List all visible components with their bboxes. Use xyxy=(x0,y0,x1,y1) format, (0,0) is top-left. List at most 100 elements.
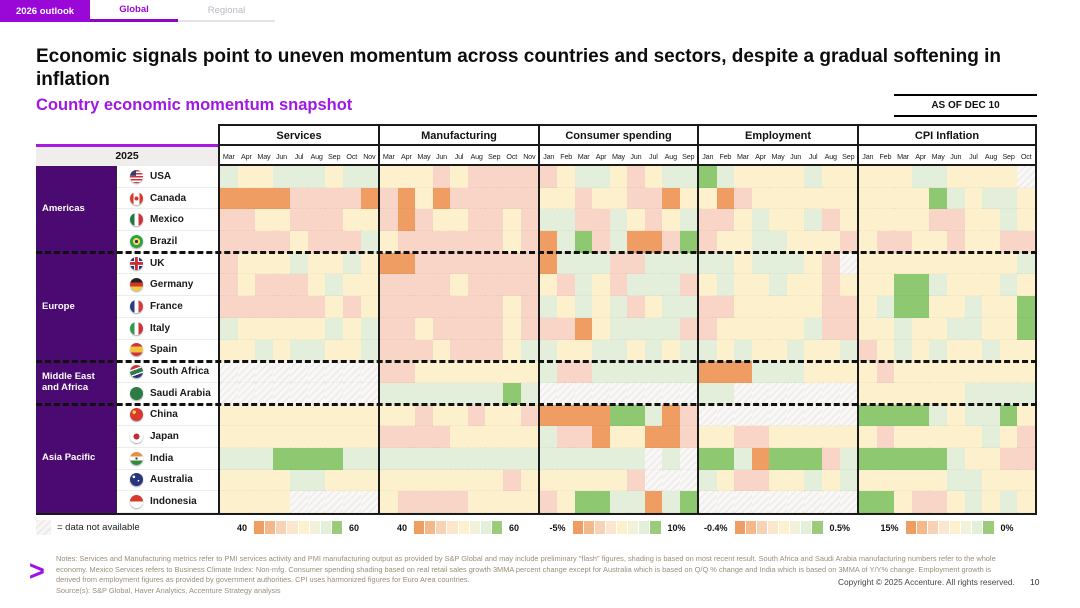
heatmap-cell xyxy=(325,339,343,362)
source-text: Source(s): S&P Global, Haver Analytics, … xyxy=(56,586,281,596)
heatmap-cell xyxy=(679,231,697,253)
heatmap-cell xyxy=(325,166,343,188)
heatmap-cell xyxy=(220,491,238,513)
heatmap-cell xyxy=(342,296,361,318)
as-of-date-badge: AS OF DEC 10 xyxy=(894,94,1037,117)
heatmap-cell xyxy=(911,404,930,427)
heatmap-cell xyxy=(699,361,717,383)
heatmap-cell xyxy=(432,382,451,405)
heatmap-cell xyxy=(290,274,308,297)
tab-global[interactable]: Global xyxy=(90,0,178,22)
cell-no-data xyxy=(679,447,697,470)
months-row-employment: Jan Feb Mar Apr May Jun Jul Aug Sep xyxy=(699,146,857,166)
heatmap-row xyxy=(380,404,539,427)
heatmap-cell xyxy=(557,404,575,427)
heatmap-cell xyxy=(699,447,717,470)
heatmap-row xyxy=(380,187,539,210)
country-name: UK xyxy=(150,257,165,269)
heatmap-cell xyxy=(485,447,503,470)
heatmap-cell xyxy=(699,166,717,188)
heatmap-cell xyxy=(467,252,486,275)
heatmap-cell xyxy=(502,166,521,188)
heatmap-cell xyxy=(450,447,468,470)
heatmap-cell xyxy=(450,274,468,297)
heatmap-cell xyxy=(557,361,575,383)
heatmap-cell xyxy=(574,274,593,297)
heatmap-row xyxy=(380,382,539,405)
heatmap-row xyxy=(380,252,539,275)
scale-segment xyxy=(254,521,265,534)
heatmap-cell xyxy=(397,404,416,427)
column-group-employment: Employment Jan Feb Mar Apr May Jun Jul Aug Sep xyxy=(697,124,857,164)
copyright-text: Copyright © 2025 Accenture. All rights r… xyxy=(838,577,1015,587)
heatmap-cell xyxy=(999,252,1018,275)
scale-segment xyxy=(298,521,309,534)
country-row-south-africa: South Africa xyxy=(117,361,218,383)
heatmap-cell xyxy=(415,317,433,340)
heatmap-cell xyxy=(467,274,486,297)
heatmap-cell xyxy=(609,361,628,383)
cell-no-data xyxy=(325,382,343,405)
heatmap-cell xyxy=(220,231,238,253)
header-left-spacer: 2025 xyxy=(36,124,218,166)
heatmap-cell xyxy=(751,209,770,232)
heatmap-row xyxy=(540,317,697,340)
heatmap-cell xyxy=(540,339,558,362)
heatmap-cell xyxy=(450,252,468,275)
heatmap-cell xyxy=(662,296,680,318)
heatmap-cell xyxy=(946,166,965,188)
heatmap-cell xyxy=(769,447,787,470)
month-label: Jun xyxy=(435,151,447,161)
heatmap-cell xyxy=(325,274,343,297)
heatmap-cell xyxy=(999,491,1018,513)
heatmap-cell xyxy=(290,296,308,318)
heatmap-row xyxy=(699,339,858,362)
heatmap-cell xyxy=(839,209,858,232)
heatmap-cell xyxy=(699,469,717,492)
heatmap-row xyxy=(699,317,858,340)
heatmap-cell xyxy=(699,274,717,297)
heatmap-cell xyxy=(999,274,1018,297)
heatmap-cell xyxy=(894,166,912,188)
heatmap-cell xyxy=(716,252,735,275)
heatmap-cell xyxy=(574,339,593,362)
cell-no-data xyxy=(325,491,343,513)
heatmap-cell xyxy=(876,426,895,448)
heatmap-cell xyxy=(627,252,645,275)
heatmap-cell xyxy=(964,447,983,470)
heatmap-cell xyxy=(982,447,1000,470)
heatmap-cell xyxy=(342,404,361,427)
heatmap-cell xyxy=(609,296,628,318)
heatmap-cell xyxy=(255,339,273,362)
heatmap-cell xyxy=(502,317,521,340)
heatmap-cell xyxy=(520,317,539,340)
month-label: Sep xyxy=(1002,151,1015,161)
heatmap-cell xyxy=(734,426,752,448)
heatmap-cell xyxy=(1017,447,1035,470)
heatmap-cell xyxy=(415,339,433,362)
cell-no-data xyxy=(751,491,770,513)
heatmap-cell xyxy=(272,209,291,232)
country-name: Saudi Arabia xyxy=(150,387,211,399)
heatmap-cell xyxy=(432,231,451,253)
heatmap-cell xyxy=(502,296,521,318)
heatmap-cell xyxy=(786,187,805,210)
scale-segment xyxy=(983,521,994,534)
heatmap-row xyxy=(859,209,1035,232)
heatmap-cell xyxy=(859,447,877,470)
heatmap-cell xyxy=(325,209,343,232)
heatmap-cell xyxy=(380,317,398,340)
tab-2026-outlook[interactable]: 2026 outlook xyxy=(0,0,90,22)
heatmap-row xyxy=(859,252,1035,275)
heatmap-cell xyxy=(911,317,930,340)
month-label: Nov xyxy=(523,151,536,161)
heatmap-cell xyxy=(999,296,1018,318)
country-name: Germany xyxy=(150,279,194,291)
heatmap-cell xyxy=(716,317,735,340)
tab-regional[interactable]: Regional xyxy=(178,0,275,22)
heatmap-cell xyxy=(574,187,593,210)
heatmap-cell xyxy=(804,426,822,448)
scale-min-label: -0.4% xyxy=(703,522,728,533)
heatmap-cell xyxy=(342,317,361,340)
month-label: Apr xyxy=(595,151,607,161)
